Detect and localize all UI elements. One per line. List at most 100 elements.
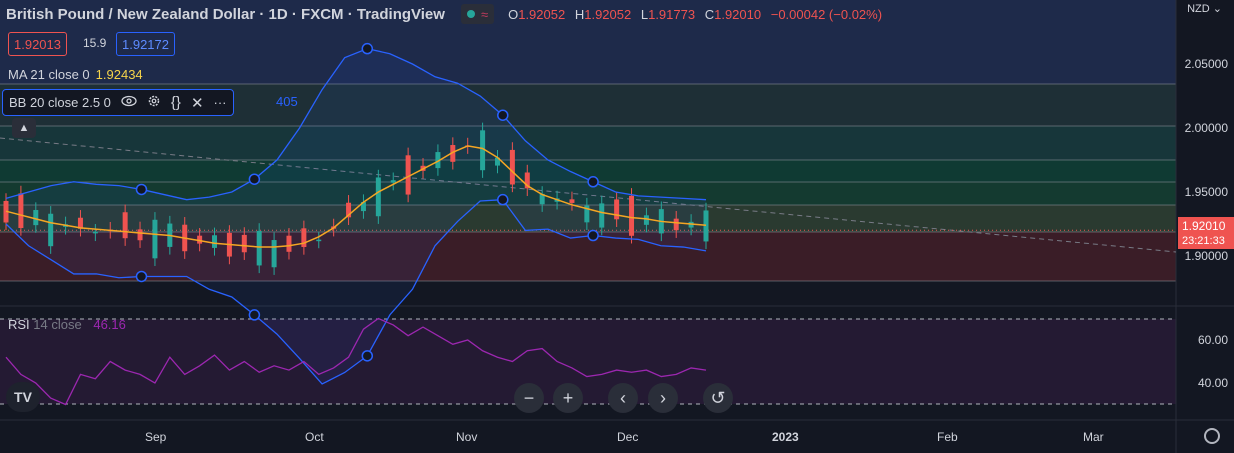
x-tick: Oct [305,430,324,444]
code-braces-icon[interactable]: {} [170,94,181,111]
candle-body [241,234,247,253]
zoom-in-icon[interactable]: + [553,383,583,413]
candle-body [301,228,307,248]
current-price-label: 1.92010 23:21:33 [1178,217,1234,249]
chevron-right-icon[interactable]: › [648,383,678,413]
candle-body [77,217,83,229]
settings-icon[interactable] [1204,428,1220,444]
candle-body [494,157,500,166]
candle-body [614,199,620,220]
bb-marker [135,270,148,283]
rsi-band [0,319,1176,404]
price-tick: 2.05000 [1184,57,1228,71]
candle-body [48,213,54,247]
candle-body [271,240,277,268]
chevron-down-icon: ⌄ [1212,3,1222,15]
bb-marker [497,109,509,121]
rsi-tick: 60.00 [1197,333,1228,347]
rsi-legend[interactable]: RSI 14 close 46.16 [8,317,126,332]
zone-band [0,0,1176,84]
buy-price-button[interactable]: 1.92172 [116,32,175,56]
indicator-lines [5,42,707,385]
close-icon[interactable]: ✕ [190,94,204,112]
chart-header: British Pound / New Zealand Dollar · 1D … [6,4,888,24]
price-tick: 1.95000 [1184,185,1228,199]
sell-price-button[interactable]: 1.92013 [8,32,67,56]
bollinger-band-fill [6,48,706,384]
reset-icon[interactable]: ↺ [703,383,733,413]
ma-legend[interactable]: MA 21 close 0 1.92434 [8,67,143,82]
candle-body [539,193,545,205]
rsi-line [5,317,707,406]
rsi-params: 14 close [33,317,82,332]
candle-body [152,219,158,259]
x-tick: 2023 [772,430,799,444]
x-tick: Mar [1083,430,1104,444]
candle-body [286,235,292,252]
tradingview-logo[interactable]: TV [6,382,40,412]
candle-body [450,145,456,162]
candle-body [375,177,381,217]
bb-marker [248,309,261,321]
candle-body [122,212,128,239]
candle-body [92,231,98,234]
chevron-up-icon[interactable]: ▲ [12,118,36,138]
candle-body [524,172,530,189]
rsi-pane [5,317,707,406]
bb-marker [587,229,599,242]
bb-marker [587,176,599,188]
zoom-out-icon[interactable]: − [514,383,544,413]
bb-label: BB 20 close 2.5 0 [9,95,111,110]
price-axis[interactable]: 2.05000 2.00000 1.95000 1.90000 60.00 40… [1176,0,1234,453]
bb-legend-toolbar[interactable]: BB 20 close 2.5 0 {} ✕ ··· [2,89,234,116]
zone-band [0,126,1176,160]
candle-body [480,130,486,171]
bb-marker [248,173,261,185]
bb-area [6,48,706,384]
rsi-tick: 40.00 [1197,376,1228,390]
candle-body [435,152,441,169]
x-tick: Dec [617,430,639,444]
zone-band [0,160,1176,182]
ma-label: MA 21 close 0 [8,67,90,82]
status-dot-icon [466,10,475,18]
x-tick: Sep [145,430,167,444]
currency-selector[interactable]: NZD ⌄ [1187,3,1222,15]
bb-marker [135,183,148,196]
candle-body [197,235,203,244]
price-tick: 1.90000 [1184,249,1228,263]
candle-body [18,193,24,228]
chevron-left-icon[interactable]: ‹ [608,383,638,413]
x-tick: Nov [456,430,478,444]
symbol-title[interactable]: British Pound / New Zealand Dollar · 1D … [6,5,445,23]
candle-body [137,229,143,241]
candle-body [569,199,575,203]
rsi-value: 46.16 [93,317,126,332]
bb-value: 405 [276,94,298,109]
candle-body [599,203,605,228]
bb-marker [361,42,374,55]
candle-body [346,202,352,218]
trend-line [0,137,1177,253]
gear-icon[interactable] [147,94,161,111]
candle-body [629,195,635,236]
market-status-pill[interactable]: ≈ [460,4,495,24]
rsi-label: RSI [8,317,30,332]
candle-body [703,210,709,242]
candle-body [33,210,39,226]
ma-line [5,145,707,248]
price-tick: 2.00000 [1184,121,1228,135]
bb-marker [361,350,374,362]
more-icon[interactable]: ··· [213,95,227,110]
zone-band [0,182,1176,205]
candle-body [405,155,411,195]
eye-icon[interactable] [121,95,137,110]
spread-value: 15.9 [83,36,107,50]
candle-body [360,202,366,212]
candle-body [643,215,649,225]
ohlc-values: O1.92052 H1.92052 L1.91773 C1.92010 −0.0… [508,6,883,22]
candle-body [584,205,590,223]
ma-value: 1.92434 [95,67,143,82]
